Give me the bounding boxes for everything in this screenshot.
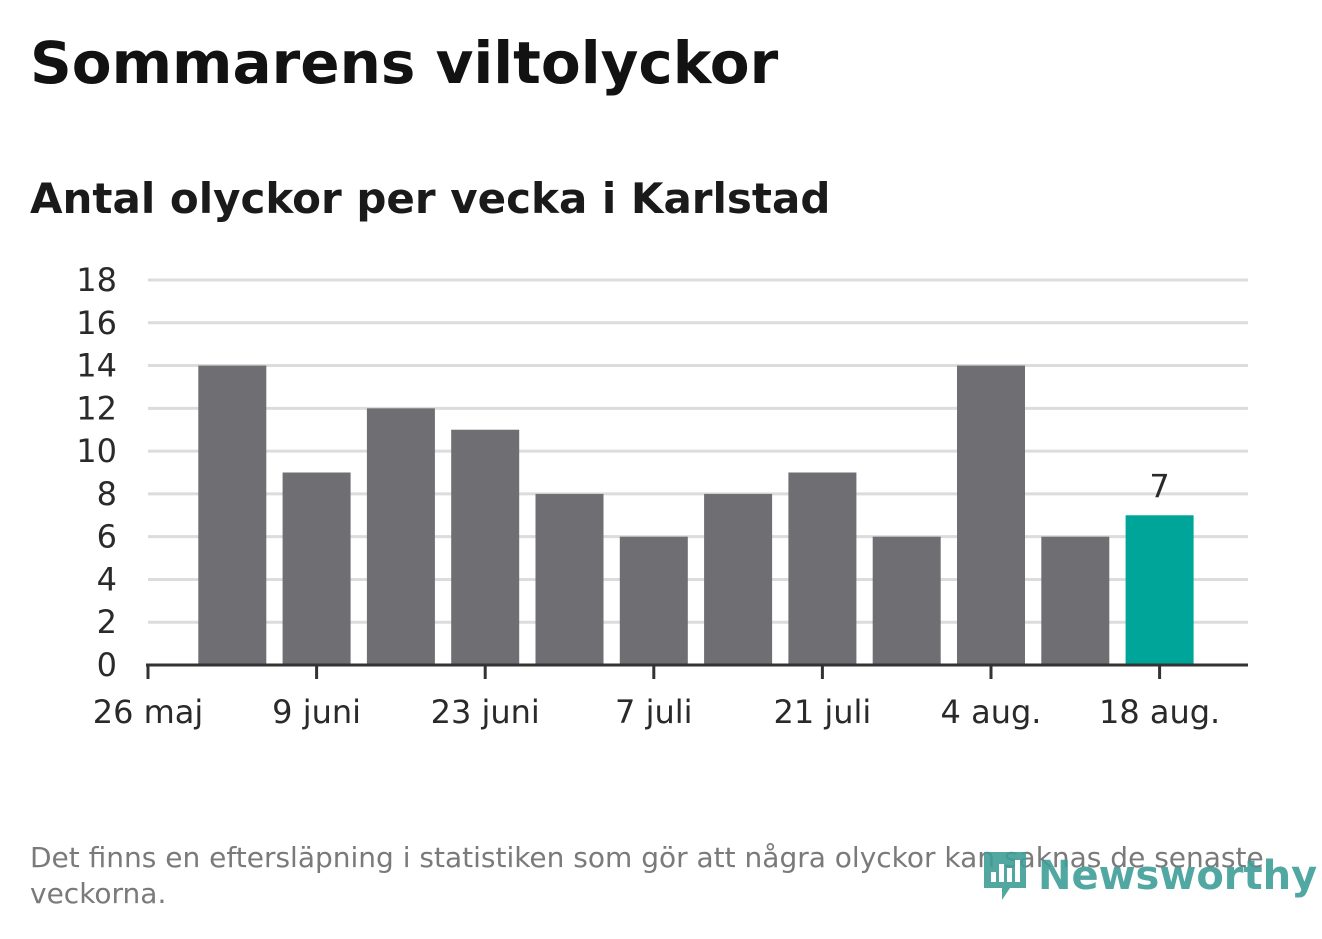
- y-tick-label: 0: [97, 646, 117, 684]
- x-tick-label: 23 juni: [431, 693, 540, 731]
- x-tick-label: 26 maj: [93, 693, 204, 731]
- x-tick-label: 4 aug.: [941, 693, 1042, 731]
- bar: [1041, 536, 1110, 665]
- bar: [788, 472, 857, 665]
- chart-subtitle: Antal olyckor per vecka i Karlstad: [30, 174, 831, 223]
- y-axis-ticks: 0 2 4 6 8 10 12 14 16 18: [76, 261, 117, 684]
- brand-logo: Newsworthy: [980, 846, 1317, 906]
- x-tick-label: 9 juni: [272, 693, 361, 731]
- y-tick-label: 14: [76, 347, 117, 385]
- y-tick-label: 10: [76, 432, 117, 470]
- bar: [704, 493, 773, 665]
- bar: [451, 429, 520, 665]
- bar: [198, 365, 267, 665]
- footnote: Det finns en eftersläpning i statistiken…: [30, 841, 1264, 910]
- y-tick-label: 16: [76, 304, 117, 342]
- x-axis-ticks: 26 maj 9 juni 23 juni 7 juli 21 juli 4 aug. 18…: [93, 665, 1220, 731]
- x-tick-label: 18 aug.: [1099, 693, 1220, 731]
- x-tick-label: 21 juli: [773, 693, 871, 731]
- y-tick-label: 6: [97, 518, 117, 556]
- y-tick-label: 18: [76, 261, 117, 299]
- newsworthy-logo-icon: [984, 852, 1026, 900]
- y-tick-label: 2: [97, 603, 117, 641]
- bar: [872, 536, 941, 665]
- bar-highlighted: [1125, 515, 1194, 665]
- y-tick-label: 4: [97, 560, 117, 598]
- gridlines: [148, 278, 1248, 624]
- bar: [619, 536, 688, 665]
- brand-name: Newsworthy: [1038, 853, 1318, 899]
- y-tick-label: 12: [76, 389, 117, 427]
- data-labels: 7: [1149, 467, 1169, 505]
- bar: [282, 472, 351, 665]
- bar: [366, 408, 435, 665]
- data-label: 7: [1149, 467, 1169, 505]
- bar: [957, 365, 1025, 665]
- bar: [535, 493, 604, 665]
- bars: [198, 365, 1194, 665]
- chart-title: Sommarens viltolyckor: [30, 29, 779, 97]
- y-tick-label: 8: [97, 475, 117, 513]
- x-tick-label: 7 juli: [615, 693, 692, 731]
